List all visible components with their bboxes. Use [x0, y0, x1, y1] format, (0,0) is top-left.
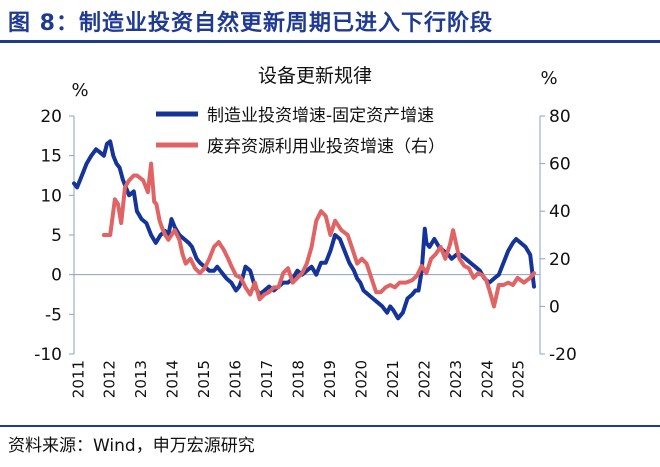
right-tick-label: 0 — [549, 297, 560, 317]
x-tick-label: 2023 — [447, 360, 465, 398]
left-tick-label: 10 — [40, 186, 62, 206]
dual-axis-line-chart: 设备更新规律 % % 20151050-5-10806040200-202011… — [34, 65, 577, 398]
right-tick-label: 40 — [549, 202, 571, 222]
left-tick-label: 20 — [40, 107, 62, 127]
x-tick-label: 2022 — [415, 360, 433, 398]
x-tick-label: 2011 — [69, 360, 87, 398]
legend: 制造业投资增速-固定资产增速 废弃资源利用业投资增速（右） — [156, 106, 445, 157]
left-tick-label: 15 — [40, 147, 62, 167]
x-tick-label: 2017 — [258, 360, 276, 398]
x-tick-label: 2025 — [510, 360, 528, 398]
right-axis-unit: % — [540, 68, 557, 89]
chart-title: 设备更新规律 — [258, 65, 372, 87]
x-tick-label: 2019 — [321, 360, 339, 398]
left-tick-label: 0 — [51, 266, 62, 286]
legend-label-left-series: 制造业投资增速-固定资产增速 — [207, 106, 434, 126]
source-note: 资料来源：Wind，申万宏源研究 — [8, 436, 255, 456]
right-tick-label: 20 — [549, 250, 571, 270]
right-tick-label: 60 — [549, 155, 571, 175]
figure-title: 图 8：制造业投资自然更新周期已进入下行阶段 — [8, 11, 493, 36]
x-tick-label: 2014 — [164, 360, 182, 398]
series-line-manufacturing-minus-fai — [72, 139, 536, 321]
left-tick-label: -10 — [34, 345, 62, 365]
figure-header: 图 8：制造业投资自然更新周期已进入下行阶段 — [0, 0, 660, 44]
header-rule — [0, 40, 660, 43]
right-tick-label: 80 — [549, 107, 571, 127]
series-lines — [72, 139, 536, 321]
x-tick-label: 2016 — [227, 360, 245, 398]
legend-label-right-series: 废弃资源利用业投资增速（右） — [207, 137, 445, 157]
left-axis-unit: % — [71, 80, 88, 101]
left-tick-label: 5 — [51, 226, 62, 246]
series-line-waste-resource-utilization — [101, 161, 536, 309]
right-tick-label: -20 — [549, 345, 577, 365]
x-tick-label: 2018 — [289, 360, 307, 398]
source-rule — [0, 425, 660, 427]
left-tick-label: -5 — [45, 305, 62, 325]
x-tick-label: 2013 — [132, 360, 150, 398]
x-tick-label: 2015 — [195, 360, 213, 398]
x-tick-label: 2021 — [384, 360, 402, 398]
x-tick-label: 2012 — [101, 360, 119, 398]
x-tick-label: 2020 — [352, 360, 370, 398]
x-tick-label: 2024 — [478, 360, 496, 398]
